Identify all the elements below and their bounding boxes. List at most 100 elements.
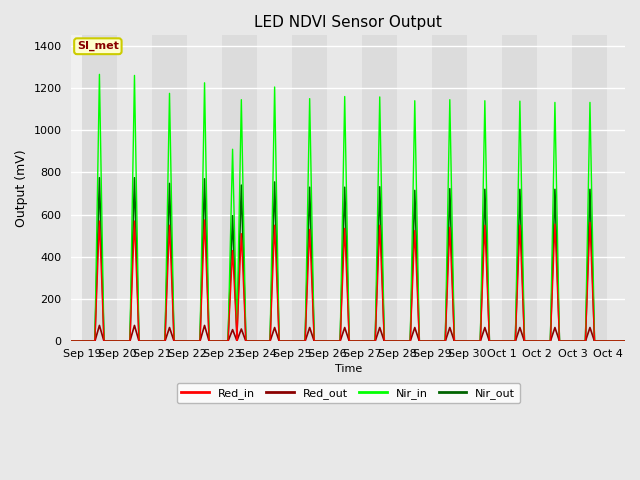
- Red_in: [91, 338, 99, 344]
- Red_out: [135, 338, 143, 344]
- Nir_out: [346, 338, 353, 344]
- Bar: [432, 36, 467, 341]
- Nir_in: [486, 338, 493, 344]
- Nir_in: [228, 146, 236, 152]
- Nir_out: [166, 180, 173, 186]
- Red_in: [511, 338, 519, 344]
- Nir_out: [95, 175, 103, 180]
- Red_out: [131, 323, 138, 328]
- Text: SI_met: SI_met: [77, 41, 119, 51]
- Nir_in: [100, 338, 108, 344]
- Nir_out: [591, 338, 598, 344]
- Red_out: [201, 323, 209, 328]
- Red_in: [406, 338, 414, 344]
- Nir_in: [131, 72, 138, 78]
- Red_in: [233, 338, 241, 344]
- Nir_in: [551, 99, 559, 105]
- Red_in: [476, 338, 484, 344]
- Red_in: [161, 338, 169, 344]
- Nir_in: [126, 338, 134, 344]
- Nir_out: [271, 179, 278, 185]
- Nir_in: [556, 338, 563, 344]
- Bar: [117, 36, 152, 341]
- Nir_in: [266, 338, 274, 344]
- Title: LED NDVI Sensor Output: LED NDVI Sensor Output: [254, 15, 442, 30]
- Red_out: [591, 338, 598, 344]
- Red_out: [301, 338, 309, 344]
- Nir_out: [196, 338, 204, 344]
- Red_in: [415, 338, 423, 344]
- Nir_in: [586, 99, 594, 105]
- Red_out: [266, 338, 274, 344]
- Nir_out: [451, 338, 458, 344]
- Red_out: [336, 338, 344, 344]
- Red_out: [166, 324, 173, 330]
- Red_out: [91, 338, 99, 344]
- Red_in: [266, 338, 274, 344]
- Nir_out: [170, 338, 178, 344]
- Bar: [362, 36, 397, 341]
- Red_out: [516, 324, 524, 330]
- Nir_out: [415, 338, 423, 344]
- Nir_out: [224, 338, 232, 344]
- Nir_in: [406, 338, 414, 344]
- Red_out: [234, 338, 241, 344]
- Bar: [327, 36, 362, 341]
- Red_in: [411, 228, 419, 233]
- Red_in: [376, 222, 383, 228]
- Nir_in: [201, 80, 209, 86]
- Red_out: [306, 324, 314, 330]
- Nir_in: [275, 338, 283, 344]
- Legend: Red_in, Red_out, Nir_in, Nir_out: Red_in, Red_out, Nir_in, Nir_out: [177, 383, 520, 403]
- Nir_in: [205, 338, 213, 344]
- Red_out: [341, 324, 349, 330]
- Nir_out: [68, 338, 76, 344]
- Red_in: [131, 218, 138, 224]
- Red_out: [346, 338, 353, 344]
- Red_out: [68, 338, 76, 344]
- Red_in: [68, 338, 76, 344]
- Nir_in: [271, 84, 278, 90]
- Nir_out: [516, 186, 524, 192]
- Nir_out: [237, 182, 245, 188]
- Nir_out: [621, 338, 629, 344]
- Red_out: [371, 338, 379, 344]
- Red_in: [306, 227, 314, 232]
- Nir_in: [91, 338, 99, 344]
- Red_out: [380, 338, 388, 344]
- Red_out: [100, 338, 108, 344]
- Red_out: [556, 338, 563, 344]
- Red_out: [237, 326, 245, 332]
- Red_out: [126, 338, 134, 344]
- Red_out: [621, 338, 629, 344]
- Nir_out: [476, 338, 484, 344]
- Nir_out: [301, 338, 309, 344]
- Red_out: [442, 338, 449, 344]
- Bar: [502, 36, 538, 341]
- Nir_out: [341, 184, 349, 190]
- Nir_out: [242, 338, 250, 344]
- Red_out: [586, 324, 594, 330]
- Nir_in: [476, 338, 484, 344]
- Nir_out: [275, 338, 283, 344]
- Red_out: [95, 323, 103, 328]
- Nir_out: [306, 184, 314, 190]
- Nir_out: [266, 338, 274, 344]
- Red_in: [380, 338, 388, 344]
- Nir_out: [234, 338, 241, 344]
- Red_out: [196, 338, 204, 344]
- Red_out: [520, 338, 528, 344]
- Nir_in: [621, 338, 629, 344]
- Red_out: [582, 338, 589, 344]
- Nir_in: [166, 90, 173, 96]
- Red_out: [224, 338, 232, 344]
- Nir_in: [68, 338, 76, 344]
- X-axis label: Time: Time: [335, 364, 362, 374]
- Nir_out: [135, 338, 143, 344]
- Line: Red_out: Red_out: [72, 325, 625, 341]
- Red_in: [201, 217, 209, 223]
- Y-axis label: Output (mV): Output (mV): [15, 149, 28, 227]
- Red_in: [237, 231, 245, 237]
- Red_out: [170, 338, 178, 344]
- Red_in: [310, 338, 318, 344]
